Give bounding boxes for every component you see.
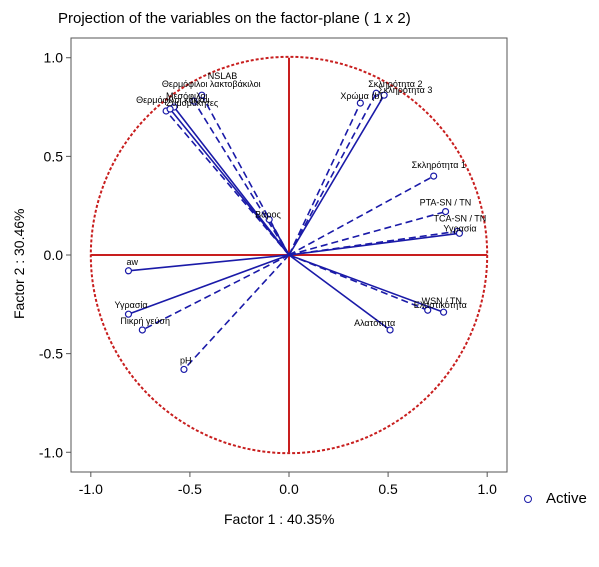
variable-label: Μεσόφιλοι: [166, 91, 207, 101]
legend-label: Active: [546, 490, 587, 507]
variable-vector: [288, 210, 446, 256]
variable-label: Ζυμομύκητες: [166, 98, 219, 108]
x-tick-label: -1.0: [79, 481, 103, 497]
variable-vector: [165, 110, 290, 256]
x-axis-label: Factor 1 : 40.35%: [224, 511, 335, 527]
variable-label: NSLAB: [208, 71, 238, 81]
variable-point: [455, 229, 464, 237]
variable-vector: [288, 254, 429, 311]
variable-vector: [288, 94, 385, 256]
y-tick-label: -0.5: [39, 346, 63, 362]
variable-label: Ελαστικότητα: [414, 300, 467, 310]
variable-point: [372, 89, 380, 97]
variable-vector: [128, 254, 290, 272]
y-axis-ticks: 1.0 0.5 0.0 -0.5 -1.0: [39, 50, 71, 460]
x-axis-ticks: -1.0 -0.5 0.0 0.5 1.0: [79, 472, 497, 497]
variable-label: Σκληρότητα 1: [412, 160, 466, 170]
variable-point: [441, 208, 450, 216]
variable-point: [166, 105, 174, 113]
variable-label: WSN / TN: [422, 296, 462, 306]
variable-label: PTA-SN / TN: [420, 198, 472, 208]
variable-vector: [268, 219, 290, 256]
variable-vector: [201, 94, 290, 256]
variable-point: [138, 326, 146, 334]
y-tick-label: 0.0: [44, 247, 64, 263]
variable-point: [386, 326, 394, 334]
variable-point: [198, 91, 206, 99]
variable-point: [124, 310, 133, 318]
chart-title: Projection of the variables on the facto…: [58, 10, 411, 27]
variable-point: [380, 91, 388, 99]
y-tick-label: -1.0: [39, 444, 63, 460]
variable-vector: [288, 102, 362, 256]
x-tick-label: 0.0: [279, 481, 299, 497]
variable-label: Θερμόφιλοι κόκκοι: [136, 95, 209, 105]
variable-point: [424, 306, 432, 314]
variable-vector: [183, 254, 290, 370]
variable-vector: [169, 108, 290, 256]
variable-label: TCA-SN / TN: [433, 213, 486, 223]
variable-label: Βάρος: [255, 209, 281, 219]
legend-marker-icon: [524, 494, 532, 503]
variable-point: [190, 97, 198, 105]
variable-label: Χρώμα (b): [340, 91, 382, 101]
variable-label: Υγρασία: [114, 300, 147, 310]
variable-vector: [288, 92, 377, 256]
variable-point: [124, 267, 133, 275]
variable-point: [430, 172, 438, 180]
variable-label: Σκληρότητα 3: [378, 85, 432, 95]
variable-vector: [288, 232, 460, 256]
variable-vector: [128, 254, 290, 315]
variable-label: Σκληρότητα 2: [368, 79, 422, 89]
y-tick-label: 1.0: [44, 50, 64, 66]
y-axis-label: Factor 2 : 30.46%: [11, 208, 27, 319]
variable-point: [356, 99, 364, 107]
variable-label: Αλατότητα: [354, 318, 395, 328]
x-tick-label: 0.5: [378, 481, 398, 497]
variable-label: Υγρασία: [443, 223, 476, 233]
variable-vector: [288, 175, 435, 256]
variable-label: Θερμόφιλοι λακτοβάκιλοι: [162, 79, 261, 89]
y-tick-label: 0.5: [44, 148, 64, 164]
x-tick-label: -0.5: [178, 481, 202, 497]
variable-label: aw: [126, 257, 138, 267]
legend: Active: [524, 490, 587, 507]
variable-point: [180, 365, 188, 374]
variable-vector: [288, 254, 391, 331]
x-tick-label: 1.0: [477, 481, 497, 497]
variable-label: Πικρή γεύση: [120, 316, 170, 326]
variable-label: pH: [180, 355, 192, 365]
variable-point: [439, 308, 448, 316]
variable-vector: [141, 254, 290, 331]
variable-point: [265, 215, 273, 224]
variable-vector: [193, 100, 290, 256]
